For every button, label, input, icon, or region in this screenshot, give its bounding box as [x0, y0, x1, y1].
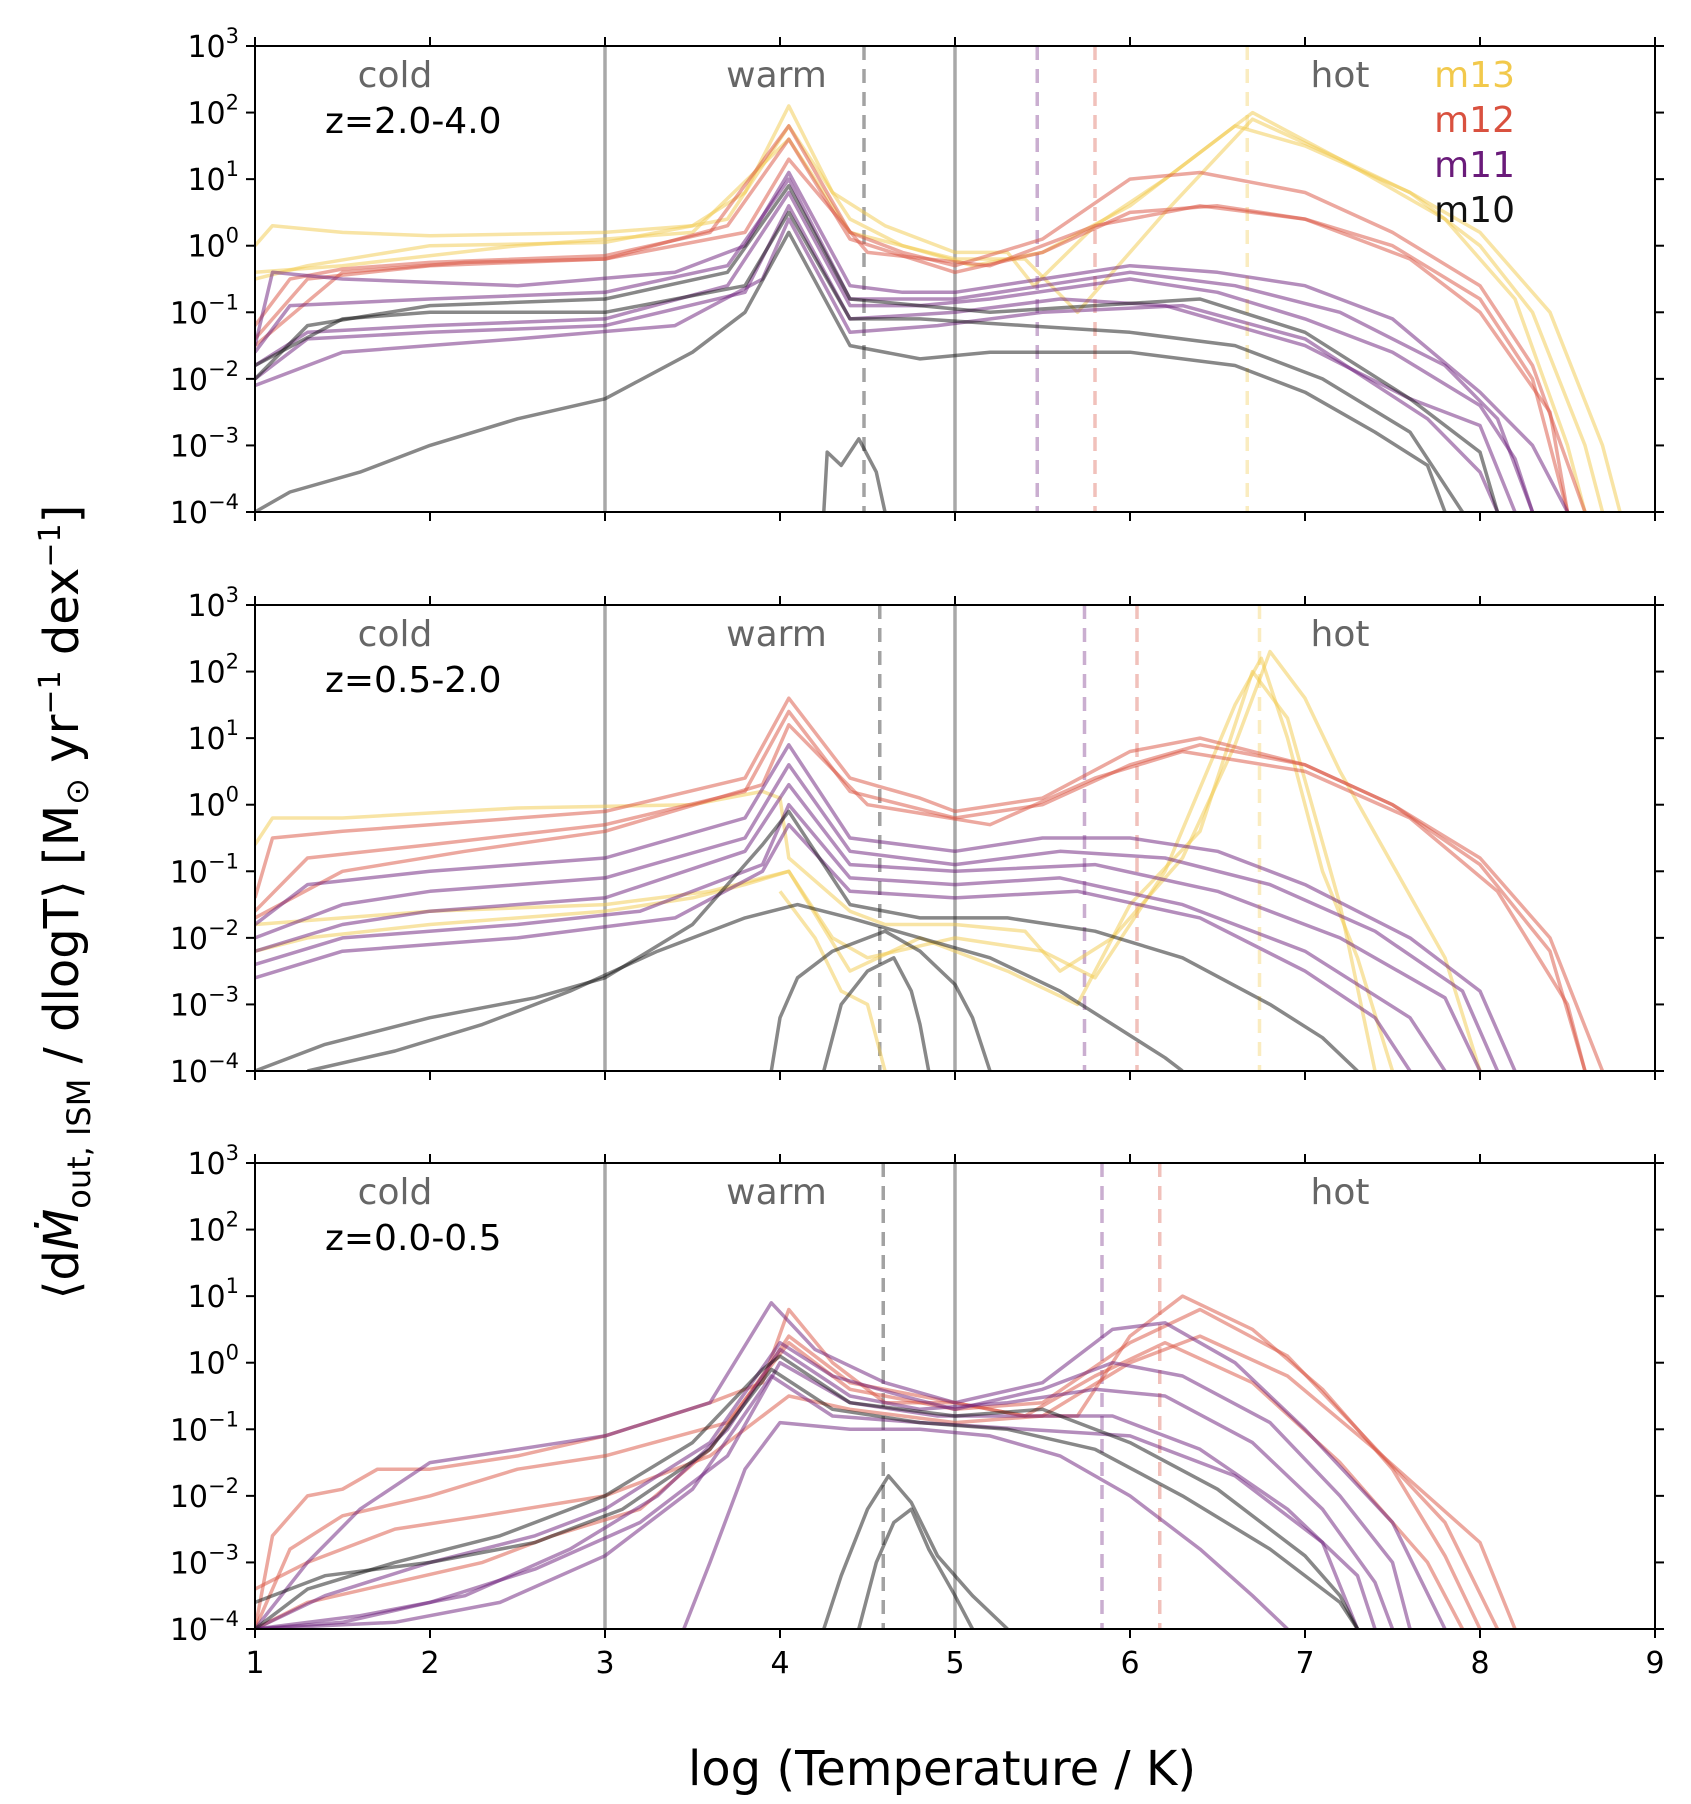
- series-line-m11: [255, 170, 1570, 512]
- series-line-m13: [255, 656, 1395, 1071]
- x-tick-label: 3: [595, 1646, 614, 1681]
- series-line-m10: [255, 184, 1500, 512]
- legend-entry-m13: m13: [1434, 55, 1515, 96]
- y-tick-label: 101: [187, 1274, 239, 1315]
- phase-label-warm: warm: [726, 1172, 827, 1213]
- x-tick-label: 4: [770, 1646, 789, 1681]
- y-tick-label: 10−2: [170, 1474, 239, 1515]
- x-tick-label: 7: [1295, 1646, 1314, 1681]
- series-line-m13: [255, 669, 1377, 1071]
- y-tick-label: 101: [187, 716, 239, 757]
- y-tick-label: 10−2: [170, 916, 239, 957]
- legend-entry-m12: m12: [1434, 100, 1515, 141]
- series-line-m10: [822, 437, 887, 512]
- legend-entry-m10: m10: [1434, 190, 1515, 231]
- series-line-m11: [255, 1340, 1412, 1629]
- redshift-label: z=0.5-2.0: [325, 660, 502, 701]
- series-line-m12: [255, 1334, 1517, 1629]
- y-tick-label: 10−3: [170, 1540, 239, 1581]
- series-line-m11: [255, 822, 1412, 1071]
- series-line-m11: [255, 743, 1517, 1071]
- x-tick-labels: 1 2 3 4 5 6 7 8 9: [245, 1646, 1664, 1681]
- series-line-m11: [255, 217, 1500, 512]
- series-group: [255, 1294, 1517, 1629]
- series-line-m13: [255, 104, 1622, 512]
- phase-label-hot: hot: [1311, 614, 1370, 655]
- series-line-m11: [255, 1301, 1447, 1629]
- series-line-m10: [255, 210, 1464, 512]
- series-line-m12: [255, 157, 1570, 512]
- y-tick-label: 100: [187, 224, 239, 265]
- series-line-m10: [769, 929, 992, 1071]
- phase-label-hot: hot: [1311, 1172, 1370, 1213]
- series-line-m12: [255, 1334, 1465, 1629]
- series-line-m12: [255, 709, 1587, 1071]
- y-tick-label: 10−4: [170, 1607, 239, 1648]
- series-line-m10: [255, 1354, 1360, 1629]
- phase-label-cold: cold: [358, 614, 433, 655]
- series-line-m11: [682, 1420, 1289, 1629]
- x-tick-label: 1: [245, 1646, 264, 1681]
- series-line-m12: [255, 1307, 1500, 1629]
- series-group: [255, 649, 1605, 1071]
- phase-label-warm: warm: [726, 614, 827, 655]
- series-line-m10: [255, 809, 1359, 1071]
- y-tick-label: 100: [187, 1341, 239, 1382]
- panel-1: 10−4 10−3 10−2 10−1 100 101 102 103 cold warm hot z…: [170, 24, 1664, 531]
- series-line-m11: [255, 782, 1482, 1071]
- panel-2: 10−4 10−3 10−2 10−1 100 101 102 103 cold warm hot z…: [170, 583, 1664, 1090]
- legend-entry-m11: m11: [1434, 145, 1515, 186]
- y-tick-label: 10−1: [170, 849, 239, 890]
- series-line-m13: [255, 649, 1482, 1071]
- y-tick-label: 102: [187, 1208, 239, 1249]
- y-tick-label: 103: [187, 24, 239, 65]
- phase-label-warm: warm: [726, 55, 827, 96]
- x-tick-label: 9: [1645, 1646, 1664, 1681]
- series-line-m12: [255, 723, 1587, 1071]
- series-line-m13: [778, 890, 887, 1071]
- series-line-m10: [822, 956, 931, 1071]
- redshift-label: z=0.0-0.5: [325, 1218, 502, 1259]
- y-tick-label: 101: [187, 157, 239, 198]
- series-line-m10: [857, 1507, 975, 1629]
- series-line-m10: [822, 1474, 1009, 1629]
- series-line-m11: [255, 763, 1500, 1071]
- phase-label-cold: cold: [358, 1172, 433, 1213]
- y-tick-label: 100: [187, 783, 239, 824]
- x-tick-label: 2: [420, 1646, 439, 1681]
- series-line-m10: [255, 1367, 1359, 1629]
- y-tick-label: 10−1: [170, 290, 239, 331]
- y-tick-label: 102: [187, 91, 239, 132]
- phase-label-hot: hot: [1311, 55, 1370, 96]
- y-tick-label: 10−4: [170, 490, 239, 531]
- y-tick-label: 10−2: [170, 357, 239, 398]
- series-group: [255, 104, 1622, 512]
- phase-label-cold: cold: [358, 55, 433, 96]
- y-axis-title: ⟨dṀout, ISM / dlogT⟩ [M⊙ yr−1 dex−1]: [33, 505, 98, 1300]
- y-tick-label: 102: [187, 650, 239, 691]
- y-tick-label: 10−3: [170, 982, 239, 1023]
- panels: 10−4 10−3 10−2 10−1 100 101 102 103 cold warm hot z…: [170, 24, 1664, 1648]
- y-tick-label: 10−1: [170, 1407, 239, 1448]
- series-line-m11: [255, 1347, 1395, 1629]
- series-line-m11: [255, 177, 1535, 512]
- x-tick-label: 6: [1120, 1646, 1139, 1681]
- y-tick-label: 10−3: [170, 423, 239, 464]
- redshift-label: z=2.0-4.0: [325, 101, 502, 142]
- series-line-m11: [255, 204, 1517, 512]
- series-line-m11: [255, 190, 1535, 512]
- series-line-m10: [307, 902, 1184, 1071]
- series-line-m11: [255, 1374, 1360, 1629]
- y-tick-label: 103: [187, 1141, 239, 1182]
- series-line-m10: [255, 230, 1447, 512]
- y-tick-label: 10−4: [170, 1049, 239, 1090]
- x-tick-label: 5: [945, 1646, 964, 1681]
- x-axis-title: log (Temperature / K): [688, 1741, 1196, 1797]
- series-line-m11: [255, 802, 1447, 1071]
- x-tick-label: 8: [1470, 1646, 1489, 1681]
- y-tick-label: 103: [187, 583, 239, 624]
- panel-3: 10−4 10−3 10−2 10−1 100 101 102 103 cold warm hot z…: [170, 1141, 1664, 1648]
